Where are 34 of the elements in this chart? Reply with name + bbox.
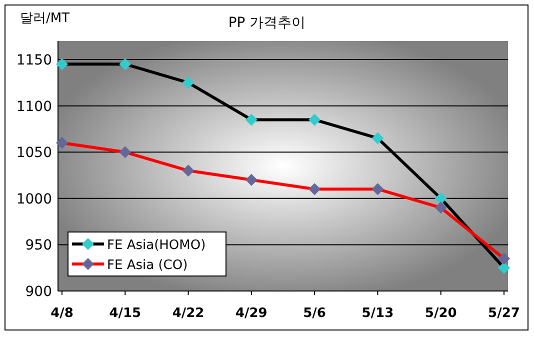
y-tick-label: 1100 xyxy=(16,98,52,115)
point xyxy=(119,146,132,158)
point xyxy=(245,114,258,126)
point xyxy=(434,202,447,214)
point xyxy=(498,262,510,274)
x-tick-label: 5/20 xyxy=(424,306,457,321)
x-tick-label: 4/15 xyxy=(109,306,142,321)
x-tick-label: 5/6 xyxy=(303,306,326,321)
point xyxy=(372,183,384,196)
x-tick-label: 4/22 xyxy=(172,306,204,321)
point xyxy=(56,136,68,149)
point xyxy=(308,114,321,126)
point xyxy=(498,252,510,265)
y-tick-label: 900 xyxy=(25,284,52,300)
y-tick-label: 950 xyxy=(25,238,52,254)
x-tick-label: 4/29 xyxy=(235,306,268,321)
legend-label: FE Asia (CO) xyxy=(107,258,188,273)
point xyxy=(434,192,447,204)
point xyxy=(308,183,321,196)
x-tick-label: 4/8 xyxy=(50,306,74,321)
point xyxy=(372,132,384,144)
y-axis-title: 달러/MT xyxy=(20,11,70,26)
legend-label: FE Asia(HOMO) xyxy=(107,238,206,253)
point xyxy=(182,164,194,177)
point xyxy=(182,76,194,89)
y-tick-label: 1050 xyxy=(16,145,52,162)
point xyxy=(245,174,258,186)
chart-title: PP 가격추이 xyxy=(228,15,306,31)
point xyxy=(56,58,68,70)
y-tick-label: 1000 xyxy=(16,191,52,208)
x-tick-label: 5/13 xyxy=(362,306,394,321)
x-tick-label: 5/27 xyxy=(488,306,520,321)
point xyxy=(119,58,132,70)
y-tick-label: 1150 xyxy=(16,52,52,69)
